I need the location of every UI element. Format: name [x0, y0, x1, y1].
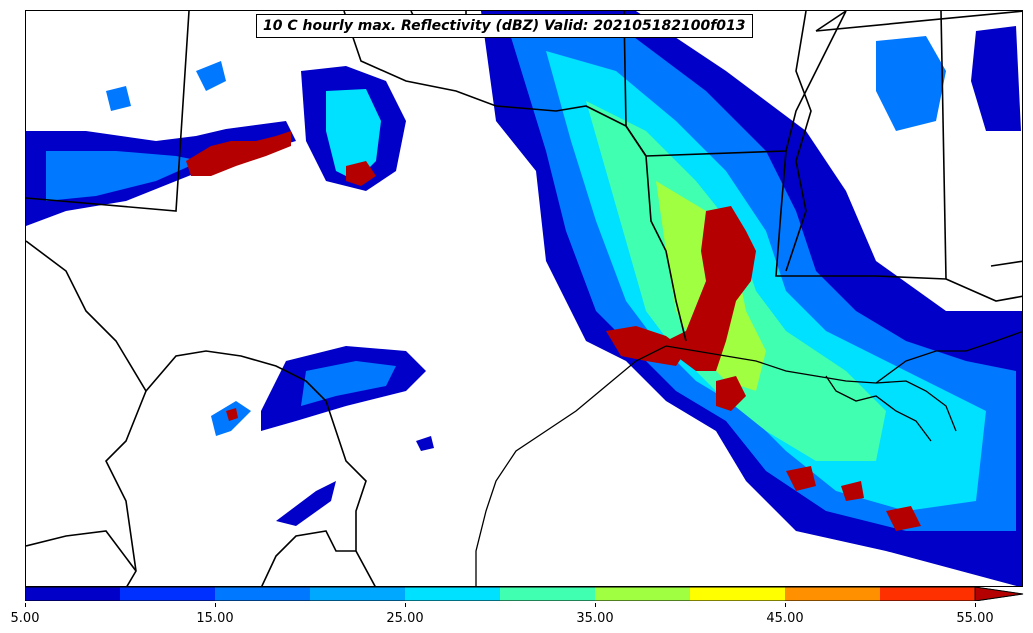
- echo-nw-blob-2: [326, 89, 381, 181]
- colorbar-extend-arrow: [974, 587, 1024, 601]
- border-ga: [990, 260, 1022, 267]
- echo-nw-cells: [186, 131, 291, 176]
- colorbar-segment: [405, 587, 501, 601]
- border-ok-ar: [815, 11, 847, 32]
- echo-nw-blob-core: [346, 161, 376, 186]
- echo-se-core-1: [786, 466, 816, 491]
- coast-la-delta: [825, 375, 932, 442]
- colorbar-tick-mark: [25, 603, 26, 607]
- echo-gulf-dot: [416, 436, 434, 451]
- border-mexico-4: [261, 530, 356, 586]
- coast-ms-al: [875, 331, 1022, 384]
- coastline: [475, 331, 1022, 586]
- colorbar-segment: [500, 587, 596, 601]
- colorbar-tick-label: 55.00: [956, 611, 994, 626]
- coast-gulf: [475, 345, 957, 586]
- border-nm-co-line: [26, 11, 190, 212]
- colorbar-tick-mark: [785, 603, 786, 607]
- colorbar-tick-label: 25.00: [386, 611, 424, 626]
- colorbar-tick-mark: [975, 603, 976, 607]
- border-ms-al: [940, 11, 947, 280]
- colorbar-tick-label: 15.00: [196, 611, 234, 626]
- border-tx-panhandle: [343, 11, 647, 157]
- boundaries: [26, 11, 1022, 586]
- colorbar-outline: [25, 587, 1024, 601]
- border-ms-river: [785, 11, 812, 272]
- colorbar-tick-label: 45.00: [766, 611, 804, 626]
- colorbar-segment: [880, 587, 976, 601]
- border-tx-la: [623, 11, 687, 342]
- border-la-south: [775, 150, 947, 280]
- echo-cs-cell-core: [226, 408, 238, 421]
- colorbar: [25, 587, 1024, 601]
- border-la-ms: [785, 11, 847, 152]
- colorbar-segment: [690, 587, 786, 601]
- map-canvas: [26, 11, 1022, 586]
- map-panel: [25, 10, 1023, 587]
- echo-se-core-2: [886, 506, 921, 531]
- colorbar-segment: [310, 587, 406, 601]
- echo-core-2: [606, 326, 686, 366]
- colorbar-ticks: 5.00 15.00 25.00 35.00 45.00 55.00: [0, 603, 1033, 627]
- echo-sw-streak: [276, 481, 336, 526]
- colorbar-tick-label: 35.00: [576, 611, 614, 626]
- echo-nw-small-2: [106, 86, 131, 111]
- echo-nw-small: [196, 61, 226, 91]
- echo-nw-band-2: [46, 151, 201, 201]
- echo-se-core-3: [841, 481, 864, 501]
- echo-cs-band-2: [301, 361, 396, 406]
- colorbar-tick-mark: [405, 603, 406, 607]
- reflectivity-field: [26, 11, 1022, 586]
- border-mexico-2: [105, 390, 147, 586]
- border-al-fl: [945, 278, 1022, 302]
- colorbar-segment: [785, 587, 881, 601]
- colorbar-tick-mark: [215, 603, 216, 607]
- border-mexico: [26, 240, 376, 586]
- echo-core-1: [666, 206, 756, 371]
- colorbar-segment: [595, 587, 691, 601]
- colorbar-tick-label: 5.00: [10, 611, 40, 626]
- colorbar-segment: [25, 587, 121, 601]
- border-ar-la: [645, 150, 787, 157]
- colorbar-segment: [120, 587, 216, 601]
- echo-ne-blob: [876, 36, 946, 131]
- colorbar-tick-mark: [595, 603, 596, 607]
- border-mexico-3: [26, 530, 137, 572]
- border-tn: [815, 11, 1022, 32]
- echo-core-3: [716, 376, 746, 411]
- echo-ne-blob-2: [971, 26, 1021, 131]
- colorbar-segment: [215, 587, 311, 601]
- map-title: 10 C hourly max. Reflectivity (dBZ) Vali…: [256, 14, 753, 38]
